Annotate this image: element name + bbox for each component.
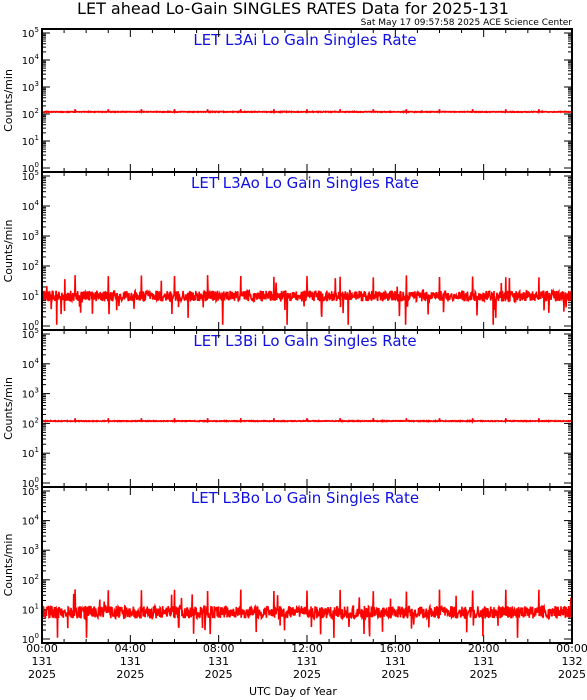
- y-tick-label: 102: [22, 416, 39, 430]
- panel-4: LET L3Bo Lo Gain Singles Rate 100 101 102 10…: [2, 484, 573, 646]
- x-tick-text: 08:00: [203, 642, 235, 655]
- panel-frame: [41, 329, 573, 488]
- y-tick-label: 105: [22, 484, 39, 498]
- panel-frame: [41, 28, 573, 173]
- x-tick-text: 04:00: [114, 642, 146, 655]
- chart-title: LET ahead Lo-Gain SINGLES RATES Data for…: [77, 0, 509, 18]
- y-tick-label: 103: [22, 80, 39, 94]
- y-axis-label: Counts/min: [2, 377, 15, 440]
- x-tick-text: 2025: [116, 668, 144, 681]
- series-line: [41, 418, 573, 424]
- y-tick-label: 103: [22, 543, 39, 557]
- y-tick-label: 105: [22, 169, 39, 183]
- x-tick-text: 131: [120, 655, 141, 668]
- x-tick-text: 131: [208, 655, 229, 668]
- x-tick-text: 2025: [293, 668, 321, 681]
- y-tick-label: 102: [22, 573, 39, 587]
- x-tick-text: 132: [562, 655, 583, 668]
- x-tick-text: 00:00: [26, 642, 58, 655]
- y-tick-label: 102: [22, 107, 39, 121]
- y-tick-label: 105: [22, 26, 39, 40]
- y-tick-label: 100: [22, 161, 39, 175]
- panel-title: LET L3Ao Lo Gain Singles Rate: [191, 174, 419, 192]
- y-tick-label: 104: [22, 199, 40, 213]
- panel-title: LET L3Bi Lo Gain Singles Rate: [193, 332, 416, 350]
- x-tick-text: 2025: [558, 668, 586, 681]
- panel-2: LET L3Ao Lo Gain Singles Rate 100 101 102 10…: [2, 169, 573, 333]
- series-line: [41, 109, 573, 115]
- x-tick-text: 131: [32, 655, 53, 668]
- x-tick-text: 131: [473, 655, 494, 668]
- x-tick-text: 131: [297, 655, 318, 668]
- y-tick-label: 103: [22, 387, 39, 401]
- panel-1: LET L3Ai Lo Gain Singles Rate 100 101 102 10…: [2, 26, 573, 175]
- y-tick-label: 101: [22, 602, 39, 616]
- panels: LET L3Ai Lo Gain Singles Rate 100 101 102 10…: [2, 26, 573, 646]
- series-line: [41, 275, 573, 325]
- y-tick-label: 101: [22, 289, 39, 303]
- panel-frame: [41, 486, 573, 644]
- x-tick-text: 131: [385, 655, 406, 668]
- y-tick-label: 101: [22, 446, 39, 460]
- y-tick-label: 104: [22, 53, 40, 67]
- y-axis-label: Counts/min: [2, 69, 15, 132]
- y-tick-label: 100: [22, 632, 39, 646]
- panel-title: LET L3Ai Lo Gain Singles Rate: [193, 31, 416, 49]
- y-tick-label: 101: [22, 134, 39, 148]
- y-tick-label: 104: [22, 514, 40, 528]
- x-axis: 00:00131202504:00131202508:00131202512:0…: [26, 642, 587, 681]
- x-tick-text: 2025: [28, 668, 56, 681]
- x-tick-text: 2025: [381, 668, 409, 681]
- y-tick-label: 100: [22, 476, 39, 490]
- x-tick-text: 20:00: [468, 642, 500, 655]
- x-tick-text: 12:00: [291, 642, 323, 655]
- timestamp: Sat May 17 09:57:58 2025 ACE Science Cen…: [361, 18, 573, 28]
- y-tick-label: 102: [22, 259, 39, 273]
- panel-title: LET L3Bo Lo Gain Singles Rate: [191, 489, 419, 507]
- y-tick-label: 100: [22, 319, 39, 333]
- x-tick-text: 2025: [470, 668, 498, 681]
- y-axis-label: Counts/min: [2, 220, 15, 283]
- x-tick-text: 2025: [205, 668, 233, 681]
- y-tick-label: 104: [22, 357, 40, 371]
- x-tick-text: 16:00: [379, 642, 411, 655]
- panel-3: LET L3Bi Lo Gain Singles Rate 100 101 102 10…: [2, 327, 573, 490]
- y-tick-label: 105: [22, 327, 39, 341]
- x-axis-label: UTC Day of Year: [249, 685, 337, 698]
- series-line: [41, 589, 573, 638]
- x-tick-text: 00:00: [556, 642, 587, 655]
- y-axis-label: Counts/min: [2, 534, 15, 597]
- y-tick-label: 103: [22, 229, 39, 243]
